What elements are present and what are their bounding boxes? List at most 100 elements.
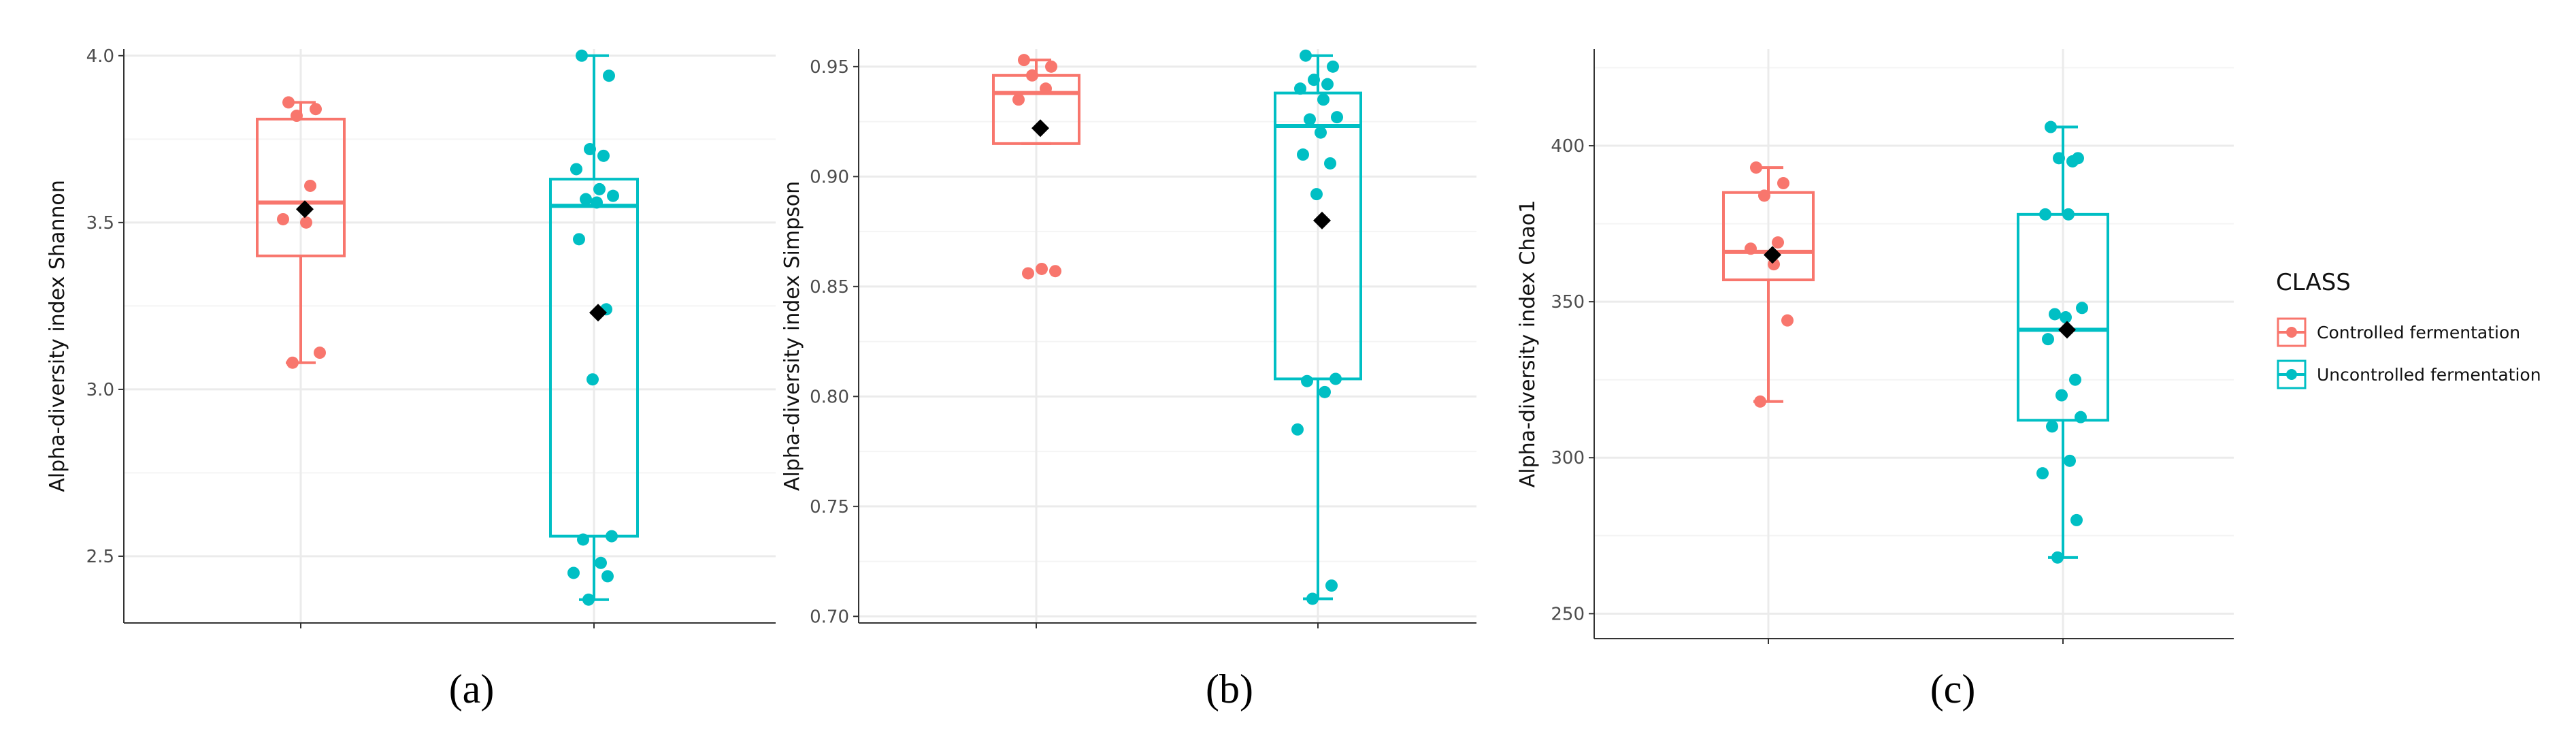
panel-a-controlled-data-point (291, 110, 303, 123)
panel-b-controlled-data-point (1012, 93, 1025, 106)
panel-a-y-tick-label: 3.0 (86, 380, 114, 400)
panel-b-uncontrolled-data-point (1297, 148, 1309, 161)
panel-c-y-tick-label: 400 (1551, 136, 1585, 157)
legend-label-controlled: Controlled fermentation (2317, 322, 2521, 342)
panel-c-uncontrolled-data-point (2053, 152, 2065, 165)
panel-a-uncontrolled-data-point (573, 233, 585, 246)
panel-a-controlled-data-point (282, 96, 295, 109)
panel-b-uncontrolled-data-point (1319, 385, 1331, 398)
panel-b-uncontrolled-data-point (1306, 592, 1319, 605)
panel-a-controlled-box (256, 117, 346, 257)
panel-a-y-tick-label: 4.0 (86, 46, 114, 67)
panel-c-controlled-mean-marker (1764, 246, 1781, 264)
panel-c-controlled-data-point (1750, 161, 1762, 174)
panel-a-uncontrolled-data-point (591, 196, 603, 209)
panel-c-uncontrolled-data-point (2046, 420, 2058, 433)
panel-c-uncontrolled-data-point (2060, 311, 2072, 324)
panel-c-controlled-data-point (1745, 242, 1757, 255)
panel-a-y-axis-title: Alpha-diversity index Shannon (46, 180, 69, 492)
panel-a-controlled-data-point (314, 347, 326, 359)
legend-key-uncontrolled (2277, 359, 2307, 389)
panel-b-uncontrolled-data-point (1330, 372, 1342, 385)
panel-b-uncontrolled-data-point (1301, 374, 1313, 387)
panel-caption-a: (a) (448, 667, 495, 711)
panel-c-controlled-data-point (1754, 395, 1766, 408)
panel-caption-c: (c) (1930, 667, 1976, 711)
panel-b-y-tick-label: 0.80 (810, 387, 849, 407)
panel-caption-b: (b) (1206, 667, 1253, 711)
panel-b-uncontrolled-data-point (1300, 49, 1312, 62)
panel-c-uncontrolled-data-point (2069, 373, 2081, 386)
panel-b-uncontrolled-mean-marker (1313, 211, 1331, 229)
panel-a-controlled-data-point (304, 179, 316, 192)
panel-b-controlled-box (992, 74, 1080, 145)
panel-c-uncontrolled-data-point (2049, 308, 2061, 321)
panel-c-uncontrolled-data-point (2042, 333, 2054, 346)
panel-b-uncontrolled-data-point (1315, 126, 1327, 139)
panel-c-controlled-data-point (1777, 177, 1789, 190)
panel-b-uncontrolled-data-point (1308, 74, 1320, 86)
panel-a-uncontrolled-box (549, 178, 639, 538)
panel-a-uncontrolled-data-point (577, 533, 589, 546)
panel-a-controlled-data-point (310, 103, 322, 116)
panel-a-controlled-data-point (277, 212, 289, 225)
panel-c-controlled-data-point (1758, 189, 1770, 202)
panel-b-uncontrolled-data-point (1324, 157, 1336, 170)
panel-b-uncontrolled-data-point (1331, 111, 1343, 124)
panel-b-controlled-data-point (1036, 262, 1048, 275)
panel-b-plot-area (859, 49, 1476, 623)
panel-b-uncontrolled-data-point (1291, 423, 1304, 436)
panel-a-uncontrolled-data-point (582, 593, 595, 606)
legend-label-uncontrolled: Uncontrolled fermentation (2317, 364, 2541, 385)
panel-b-controlled-data-point (1040, 82, 1052, 95)
panel-a-uncontrolled-data-point (576, 49, 588, 62)
panel-b-uncontrolled-data-point (1327, 60, 1339, 73)
panel-c-uncontrolled-data-point (2039, 208, 2051, 221)
panel-a-y-tick-label: 3.5 (86, 213, 114, 234)
legend-key-controlled (2277, 317, 2307, 347)
legend-item-controlled: Controlled fermentation (2276, 311, 2541, 353)
legend: CLASS Controlled fermentation Uncontroll… (2276, 269, 2541, 396)
panel-a-controlled-data-point (286, 356, 299, 369)
panel-b-y-tick-label: 0.95 (810, 57, 849, 78)
panel-b-uncontrolled-data-point (1304, 113, 1316, 126)
panel-a-controlled-mean-marker (296, 200, 314, 219)
panel-b-uncontrolled-data-point (1317, 93, 1330, 106)
panel-c-uncontrolled-data-point (2064, 454, 2076, 467)
panel-c-uncontrolled-data-point (2055, 389, 2068, 402)
panel-a-uncontrolled-data-point (603, 69, 615, 82)
panel-a-uncontrolled-data-point (587, 373, 599, 386)
panel-a-controlled-data-point (300, 216, 312, 229)
panel-c-y-axis-title: Alpha-diversity index Chao1 (1516, 200, 1540, 487)
panel-b-controlled-data-point (1018, 54, 1030, 67)
panel-c-uncontrolled-mean-marker (2058, 321, 2076, 339)
panel-c-controlled-data-point (1772, 236, 1784, 249)
panel-a-uncontrolled-data-point (597, 149, 610, 162)
panel-a-uncontrolled-mean-marker (589, 304, 607, 322)
panel-b-controlled-data-point (1026, 69, 1038, 82)
panel-b-y-tick-label: 0.85 (810, 277, 849, 298)
panel-a-uncontrolled-data-point (584, 143, 596, 156)
panel-c-uncontrolled-data-point (2036, 467, 2049, 480)
panel-c-uncontrolled-data-point (2070, 513, 2083, 526)
panel-c-plot-area (1594, 49, 2234, 639)
panel-a-uncontrolled-data-point (607, 189, 619, 202)
panel-b-uncontrolled-data-point (1325, 579, 1338, 592)
panel-c-uncontrolled-data-point (2045, 121, 2057, 133)
panel-b-uncontrolled-box (1274, 91, 1362, 381)
panel-b-controlled-mean-marker (1031, 119, 1049, 138)
panel-c-y-tick-label: 300 (1551, 448, 1585, 468)
panel-c-uncontrolled-data-point (2051, 551, 2064, 564)
panel-a-uncontrolled-data-point (580, 193, 592, 206)
panel-c-uncontrolled-data-point (2075, 411, 2087, 423)
panel-c-y-tick-label: 250 (1551, 604, 1585, 624)
legend-item-uncontrolled: Uncontrolled fermentation (2276, 353, 2541, 396)
panel-a-uncontrolled-data-point (570, 163, 582, 176)
legend-title: CLASS (2276, 269, 2351, 296)
panel-c-uncontrolled-data-point (2076, 302, 2088, 315)
panel-b-uncontrolled-data-point (1321, 78, 1334, 91)
panel-b-y-tick-label: 0.90 (810, 167, 849, 187)
panel-b-y-tick-label: 0.75 (810, 497, 849, 517)
panel-a-uncontrolled-data-point (601, 570, 614, 583)
